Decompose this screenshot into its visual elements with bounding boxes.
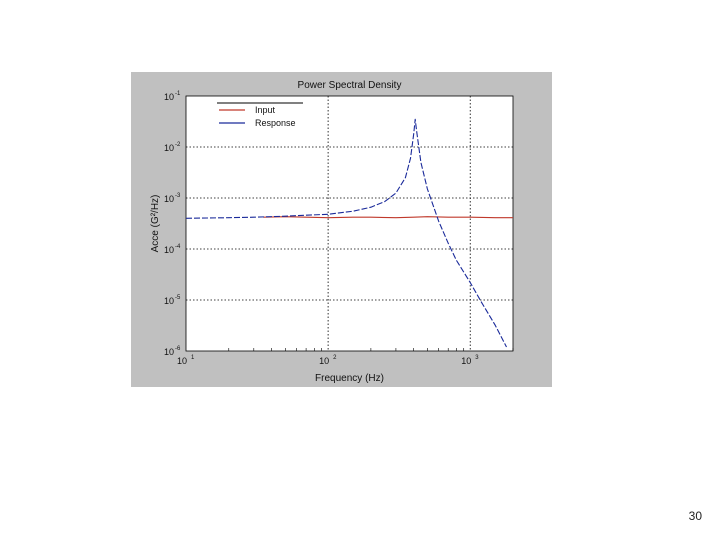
x-tick-exponent: 2 [333,355,337,361]
plot-area [186,96,513,351]
y-tick-exponent: -3 [175,193,181,199]
y-tick-label: 10 [164,143,174,153]
y-tick-exponent: -5 [175,295,181,301]
x-tick-label: 10 [461,356,471,366]
y-tick-exponent: -2 [175,142,181,148]
slide-number: 30 [688,509,702,523]
x-tick-exponent: 1 [191,355,195,361]
y-tick-label: 10 [164,92,174,102]
y-tick-exponent: -4 [175,244,181,250]
y-axis-label: Acce (G²/Hz) [150,195,161,253]
psd-figure: 10 1 10 2 10 3 10 -1 10 -2 10 -3 10 -4 10 -5 10 -6 Power S… [131,72,552,387]
y-tick-label: 10 [164,296,174,306]
y-tick-label: 10 [164,194,174,204]
chart-title: Power Spectral Density [298,80,402,91]
legend-label: Response [255,118,296,128]
axes-frame [185,95,514,352]
y-tick-exponent: -6 [175,346,181,352]
legend-label: Input [255,105,276,115]
x-tick-label: 10 [319,356,329,366]
y-tick-label: 10 [164,347,174,357]
x-axis-label: Frequency (Hz) [315,373,384,384]
x-tick-label: 10 [177,356,187,366]
response-line [185,118,507,348]
y-tick-label: 10 [164,245,174,255]
y-tick-exponent: -1 [175,91,181,97]
x-tick-exponent: 3 [475,355,479,361]
input-line [263,216,513,219]
